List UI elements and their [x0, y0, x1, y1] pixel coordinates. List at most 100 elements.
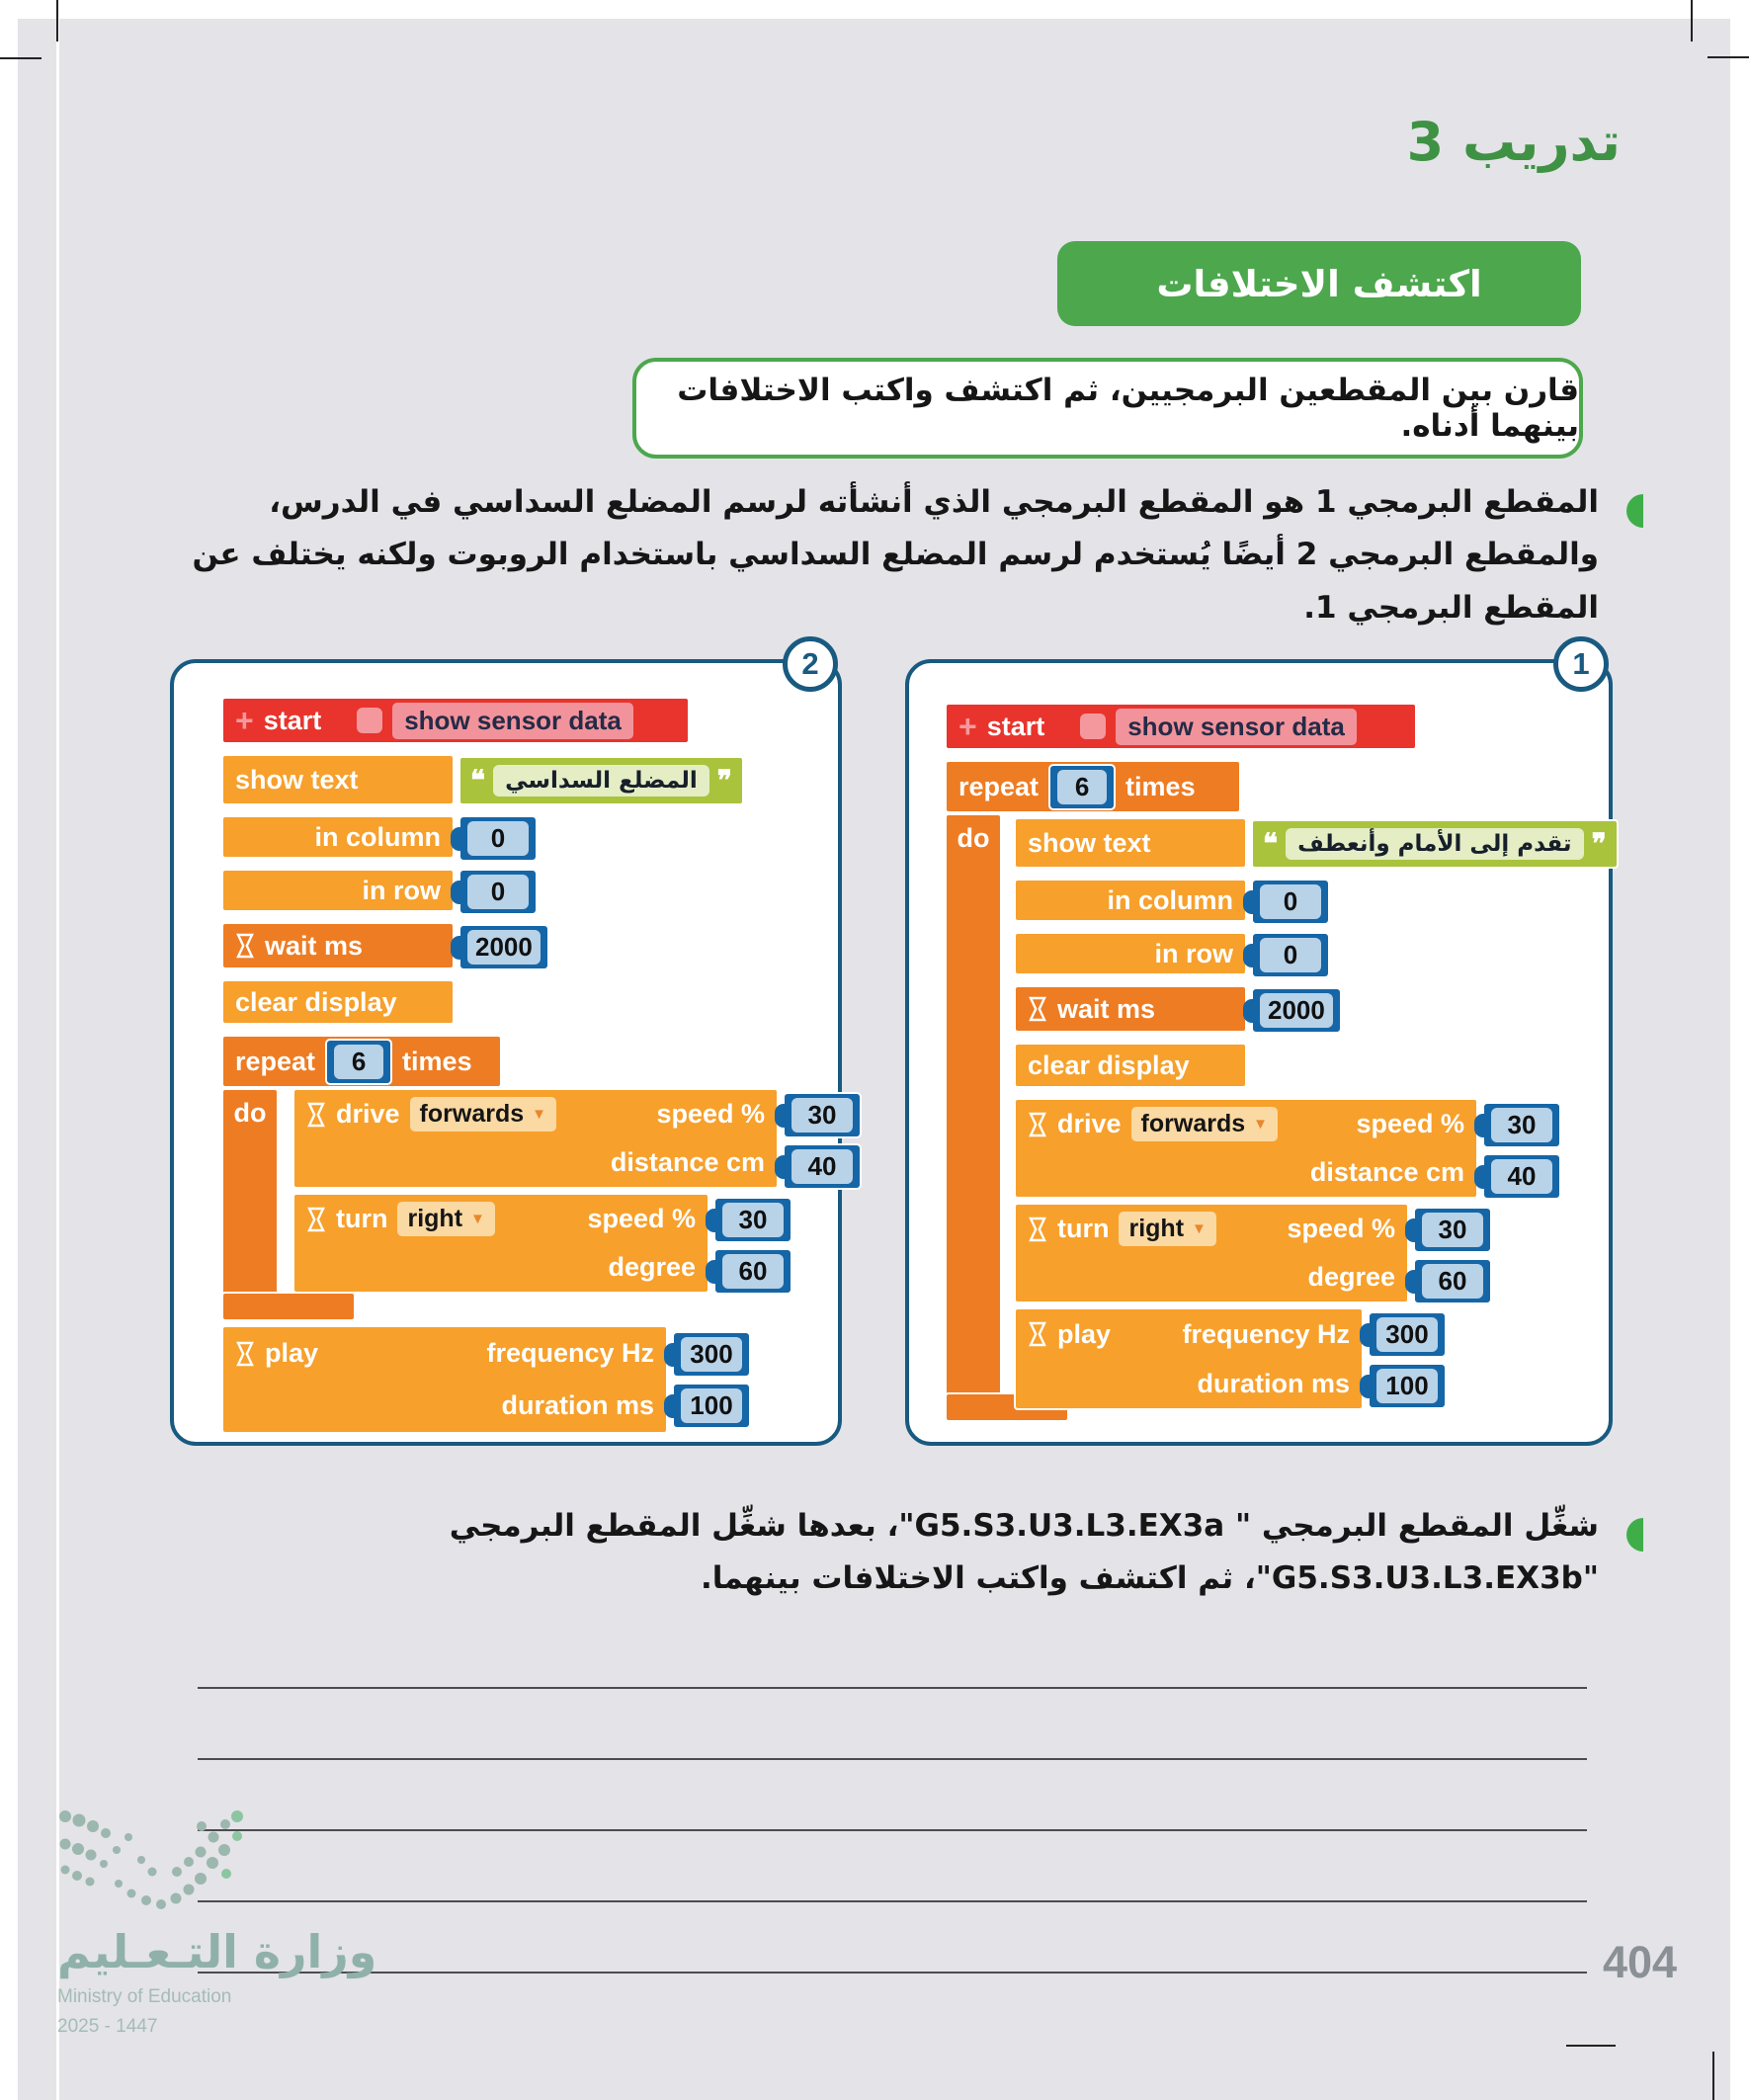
- answer-line: [198, 1758, 1587, 1760]
- degree-label: degree: [608, 1252, 696, 1282]
- crop-mark: [0, 57, 42, 59]
- answer-line: [198, 1687, 1587, 1689]
- text-value-block: ❝ المضلع السداسي ❞: [458, 756, 744, 805]
- hourglass-icon: [1028, 1321, 1047, 1347]
- frequency-label: frequency Hz: [1182, 1318, 1350, 1349]
- wait-label: wait ms: [265, 930, 364, 961]
- text-value-block: ❝ تقدم إلى الأمام وأنعطف ❞: [1251, 819, 1619, 869]
- drive-label: drive: [336, 1099, 400, 1129]
- exercise-banner: اكتشف الاختلافات: [1057, 241, 1581, 326]
- repeat-label: repeat: [235, 1046, 316, 1076]
- banner-label: اكتشف الاختلافات: [1156, 262, 1482, 305]
- wait-label: wait ms: [1057, 993, 1156, 1024]
- drive-speed-value: 30: [783, 1092, 862, 1138]
- do-label: do: [233, 1098, 267, 1128]
- duration-label: duration ms: [1197, 1368, 1350, 1398]
- panel-1: + start show sensor data repeat 6 times …: [905, 659, 1619, 1446]
- in-column-value: 0: [1251, 879, 1330, 925]
- ministry-logo-dots: [59, 1810, 243, 1909]
- play-block: play frequency Hz duration ms: [1014, 1307, 1364, 1410]
- hourglass-icon: [1028, 1217, 1047, 1242]
- clear-display-label: clear display: [1028, 1050, 1190, 1080]
- exercise-title: تدريب 3: [1406, 111, 1621, 173]
- hourglass-icon: [306, 1102, 326, 1128]
- start-label: start: [263, 705, 322, 735]
- speed-label: speed %: [656, 1099, 765, 1129]
- dropdown-arrow-icon: ▼: [1253, 1116, 1268, 1133]
- sensor-badge: show sensor data: [392, 702, 633, 739]
- wait-block: wait ms: [221, 922, 455, 969]
- duration-label: duration ms: [501, 1390, 654, 1420]
- in-column-label: in column: [1107, 884, 1234, 915]
- in-row-label: in row: [1154, 938, 1234, 968]
- drive-distance-value: 40: [783, 1143, 862, 1190]
- sensor-badge: show sensor data: [1116, 708, 1357, 745]
- dropdown-arrow-icon: ▼: [470, 1211, 485, 1227]
- do-label: do: [957, 823, 990, 853]
- turn-label: turn: [1057, 1214, 1110, 1243]
- answer-line: [198, 1829, 1587, 1831]
- answer-line: [198, 1900, 1587, 1902]
- edition-years: 2025 - 1447: [57, 2016, 158, 2037]
- show-text-label: show text: [1028, 827, 1151, 858]
- play-label: play: [265, 1338, 319, 1368]
- hourglass-icon: [235, 1341, 255, 1367]
- start-block: + start show sensor data: [945, 703, 1417, 750]
- speed-label: speed %: [1287, 1214, 1395, 1243]
- text-value: تقدم إلى الأمام وأنعطف: [1286, 828, 1584, 860]
- drive-distance-value: 40: [1482, 1153, 1561, 1200]
- frequency-label: frequency Hz: [486, 1338, 654, 1368]
- dropdown-arrow-icon: ▼: [532, 1106, 546, 1123]
- show-text-block: show text: [221, 754, 455, 805]
- checkbox-icon: [357, 708, 383, 733]
- do-arm-foot: [221, 1292, 356, 1321]
- repeat-block: repeat 6 times: [221, 1035, 502, 1088]
- quote-open-icon: ❝: [470, 765, 486, 796]
- answer-line: [198, 1972, 1587, 1974]
- plus-icon: +: [958, 708, 977, 744]
- distance-label: distance cm: [1309, 1157, 1464, 1187]
- crop-mark: [1707, 56, 1749, 58]
- turn-block: turn right ▼ speed % degree: [1014, 1203, 1409, 1303]
- dropdown-arrow-icon: ▼: [1192, 1220, 1207, 1237]
- show-text-block: show text: [1014, 817, 1247, 869]
- play-label: play: [1057, 1318, 1112, 1349]
- repeat-block: repeat 6 times: [945, 760, 1241, 813]
- times-label: times: [1125, 771, 1196, 801]
- text-value: المضلع السداسي: [493, 765, 709, 797]
- play-frequency-value: 300: [1368, 1311, 1447, 1358]
- in-row-block: in row: [221, 869, 455, 912]
- hourglass-icon: [235, 933, 255, 959]
- ministry-wordmark: وزارة التـعـليم: [57, 1925, 377, 1978]
- show-text-label: show text: [235, 764, 359, 795]
- ministry-name-en: Ministry of Education: [57, 1986, 232, 2007]
- clear-display-block: clear display: [221, 979, 455, 1025]
- crop-mark: [1712, 2052, 1714, 2100]
- turn-degree-value: 60: [713, 1248, 792, 1295]
- play-duration-value: 100: [672, 1383, 751, 1429]
- wait-block: wait ms: [1014, 985, 1247, 1033]
- start-block: + start show sensor data: [221, 697, 690, 744]
- drive-speed-value: 30: [1482, 1102, 1561, 1148]
- speed-label: speed %: [587, 1204, 696, 1233]
- page-number: 404: [1603, 1937, 1678, 1987]
- wait-value: 2000: [458, 924, 549, 970]
- panel-2: + start show sensor data show text ❝ الم…: [170, 659, 862, 1446]
- instruction-text: قارن بين المقطعين البرمجيين، ثم اكتشف وا…: [677, 373, 1579, 444]
- in-column-value: 0: [458, 815, 538, 862]
- start-label: start: [986, 711, 1045, 741]
- repeat-label: repeat: [958, 771, 1040, 801]
- clear-display-block: clear display: [1014, 1043, 1247, 1088]
- quote-close-icon: ❞: [716, 765, 732, 796]
- drive-label: drive: [1057, 1109, 1122, 1138]
- in-column-block: in column: [221, 815, 455, 859]
- fold-rule: [56, 19, 59, 2100]
- turn-speed-value: 30: [713, 1197, 792, 1243]
- bullet-2: شغِّل المقطع البرمجي " G5.S3.U3.L3.EX3a"…: [449, 1508, 1599, 1597]
- do-arm: do: [221, 1088, 279, 1296]
- turn-label: turn: [336, 1204, 388, 1233]
- in-column-label: in column: [314, 821, 442, 852]
- do-arm: do: [945, 813, 1002, 1396]
- panel-1-badge: 1: [1553, 636, 1609, 692]
- speed-label: speed %: [1356, 1109, 1464, 1138]
